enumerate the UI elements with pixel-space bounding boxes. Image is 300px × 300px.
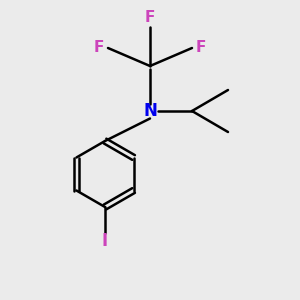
Text: N: N xyxy=(143,102,157,120)
Text: F: F xyxy=(196,40,206,56)
Text: I: I xyxy=(102,232,108,250)
Text: F: F xyxy=(145,11,155,26)
Text: F: F xyxy=(94,40,104,56)
